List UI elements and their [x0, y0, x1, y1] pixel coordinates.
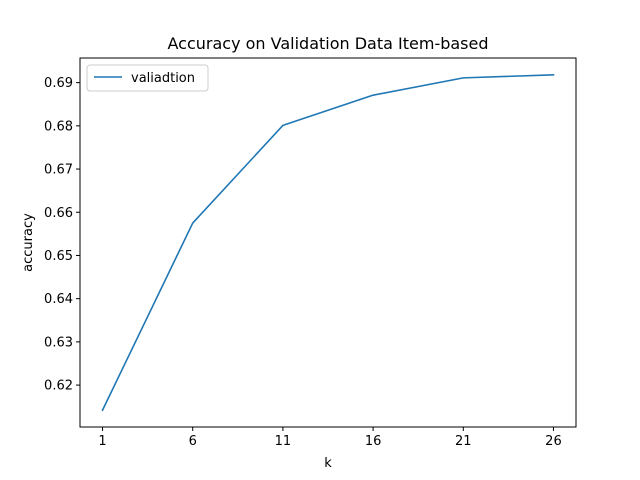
- y-tick-label: 0.63: [44, 335, 73, 350]
- x-tick-label: 6: [189, 434, 197, 449]
- x-axis-label: k: [324, 456, 332, 471]
- series-layer: [101, 74, 555, 412]
- y-tick-label: 0.62: [44, 379, 73, 394]
- x-axis-ticks: 1 6 11 16 21 26: [98, 427, 562, 449]
- x-tick-label: 21: [455, 434, 472, 449]
- x-tick-label: 16: [365, 434, 382, 449]
- legend-label: valiadtion: [131, 71, 195, 86]
- plot-frame: [79, 57, 577, 428]
- y-tick-label: 0.66: [44, 206, 73, 221]
- y-tick-label: 0.69: [44, 76, 73, 91]
- x-tick-label: 11: [275, 434, 292, 449]
- y-tick-label: 0.68: [44, 119, 73, 134]
- x-tick-label: 1: [98, 434, 106, 449]
- legend-box: [86, 64, 209, 92]
- series-line: [101, 74, 555, 412]
- chart-title: Accuracy on Validation Data Item-based: [167, 34, 488, 53]
- y-tick-label: 0.65: [44, 249, 73, 264]
- legend: valiadtion: [86, 64, 209, 92]
- y-tick-label: 0.67: [44, 163, 73, 178]
- y-axis-ticks: 0.62 0.63 0.64 0.65 0.66 0.67 0.68 0.69: [44, 76, 80, 394]
- y-axis-label: accuracy: [21, 213, 36, 272]
- y-tick-label: 0.64: [44, 292, 73, 307]
- x-tick-label: 26: [545, 434, 562, 449]
